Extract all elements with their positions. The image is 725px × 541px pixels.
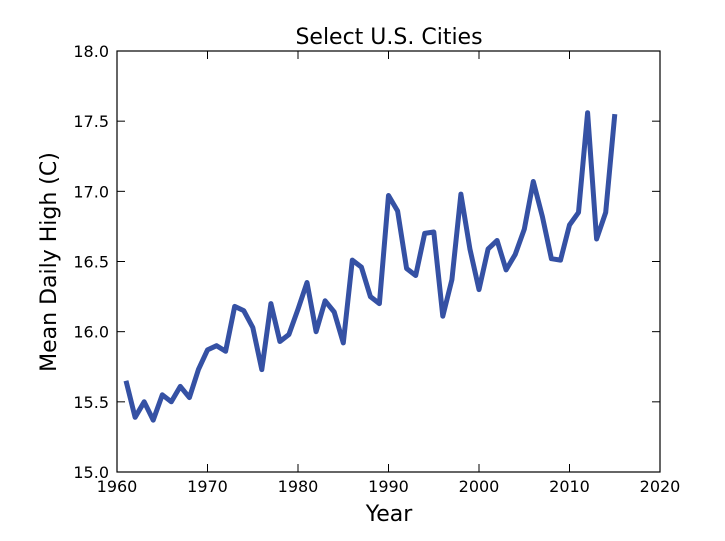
- y-axis: 15.0 15.5 16.0 16.5 17.0 17.5 18.0: [73, 42, 660, 482]
- x-tick-label: 2000: [459, 477, 500, 496]
- x-axis-label: Year: [365, 502, 414, 527]
- x-tick-label: 1980: [278, 477, 319, 496]
- y-axis-label: Mean Daily High (C): [37, 152, 62, 372]
- y-tick-label: 15.5: [73, 393, 109, 412]
- x-axis: 1960 1970 1980 1990 2000 2010 2020: [97, 51, 681, 496]
- chart-title: Select U.S. Cities: [295, 25, 482, 50]
- x-tick-label: 2010: [549, 477, 590, 496]
- y-tick-label: 17.0: [73, 182, 109, 201]
- plot-frame: [116, 50, 661, 473]
- plot-area: [116, 50, 661, 473]
- x-tick-label: 1990: [368, 477, 409, 496]
- x-tick-label: 2020: [640, 477, 681, 496]
- y-tick-label: 16.0: [73, 323, 109, 342]
- x-tick-label: 1970: [187, 477, 228, 496]
- y-tick-label: 15.0: [73, 463, 109, 482]
- y-tick-label: 16.5: [73, 253, 109, 272]
- x-tick-label: 1960: [97, 477, 138, 496]
- series-line: [123, 110, 618, 423]
- y-tick-label: 18.0: [73, 42, 109, 61]
- y-tick-label: 17.5: [73, 112, 109, 131]
